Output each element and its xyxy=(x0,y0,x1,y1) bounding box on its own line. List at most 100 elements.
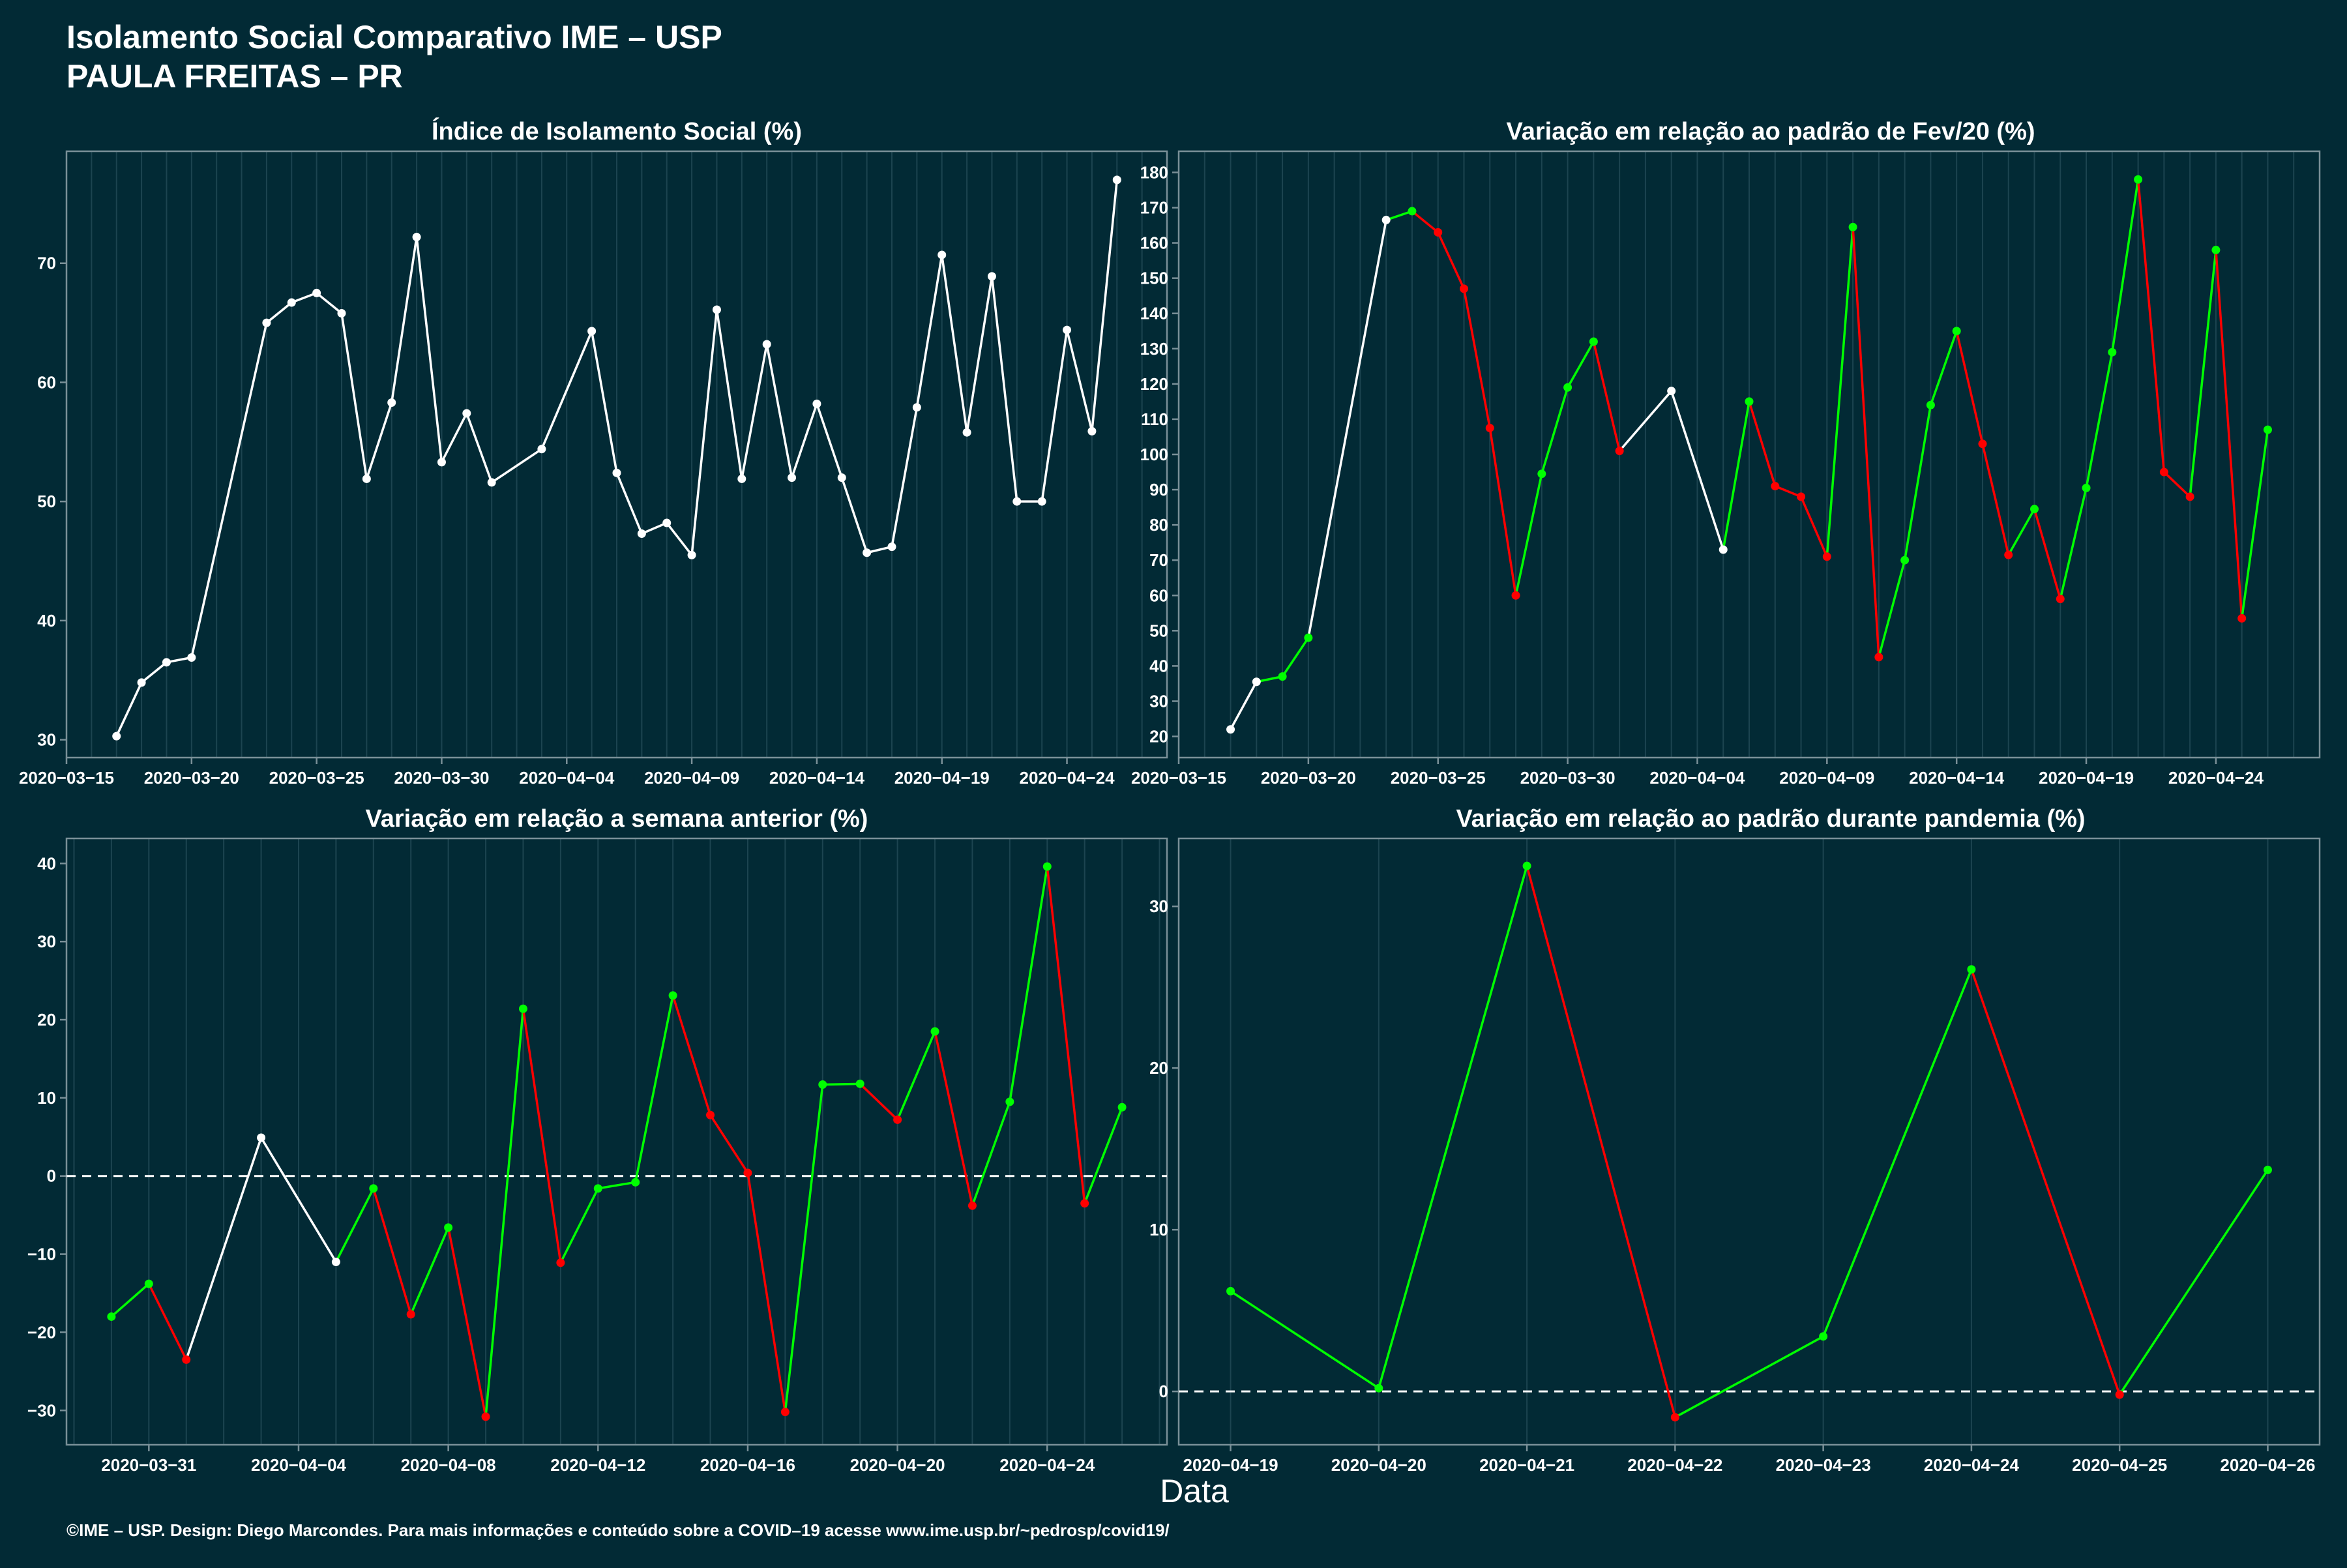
series-line-segment xyxy=(1462,288,1492,430)
series-line-segment xyxy=(440,412,468,464)
y-tick-label: 130 xyxy=(1140,339,1168,359)
y-tick-label: −20 xyxy=(27,1322,56,1342)
data-point xyxy=(387,398,396,407)
y-tick-label: 10 xyxy=(1149,1220,1168,1239)
data-point xyxy=(1926,400,1935,409)
series-line-segment xyxy=(715,308,743,481)
data-point xyxy=(687,550,696,559)
x-tick-label: 2020−04−19 xyxy=(2039,768,2134,788)
series-line-segment xyxy=(865,545,893,554)
series-line-segment xyxy=(1229,1290,1380,1389)
data-point xyxy=(1771,482,1780,491)
series-line-segment xyxy=(840,476,868,554)
series-line-segment xyxy=(966,275,994,434)
series-line-segment xyxy=(365,401,393,481)
series-line-segment xyxy=(2059,486,2088,600)
series-line-segment xyxy=(490,448,543,484)
x-tick-label: 2020−04−19 xyxy=(1183,1455,1278,1475)
data-point xyxy=(537,445,546,454)
x-tick-label: 2020−04−04 xyxy=(251,1455,347,1475)
data-point xyxy=(444,1223,453,1232)
data-point xyxy=(1874,653,1883,662)
series-line-segment xyxy=(1674,1335,1825,1419)
data-point xyxy=(893,1115,902,1124)
series-line-segment xyxy=(1488,426,1517,597)
data-point xyxy=(1117,1102,1127,1112)
data-point xyxy=(2004,550,2013,559)
y-tick-label: 20 xyxy=(37,1010,56,1029)
series-line-segment xyxy=(140,661,168,684)
plot-variation-feb20: 20 30 40 50 60 70 80 90 100 110 120 130 140 150 160 170… xyxy=(1131,150,2321,788)
data-point xyxy=(937,250,947,259)
data-point xyxy=(668,991,677,1000)
y-tick-label: 60 xyxy=(37,372,56,392)
series-line-segment xyxy=(147,1282,188,1361)
series-line-segment xyxy=(165,656,193,664)
data-point xyxy=(1252,677,1261,687)
series-line-segment xyxy=(372,1187,412,1316)
series-line-segment xyxy=(1748,400,1777,488)
y-tick-label: 70 xyxy=(1149,550,1168,570)
series-line-segment xyxy=(1526,865,1677,1419)
data-point xyxy=(912,403,921,412)
panel-title-isolation-index: Índice de Isolamento Social (%) xyxy=(432,117,802,145)
data-point xyxy=(1037,497,1046,506)
series-line-segment xyxy=(1436,231,1466,290)
data-point xyxy=(362,474,371,483)
panel-variation-feb20: Variação em relação ao padrão de Fev/20 … xyxy=(1131,118,2321,788)
footer-credit: ©IME – USP. Design: Diego Marcondes. Par… xyxy=(66,1520,1170,1540)
data-point xyxy=(662,518,672,527)
series-line-segment xyxy=(1091,179,1119,433)
series-line-segment xyxy=(1041,329,1069,503)
data-point xyxy=(437,458,446,467)
data-point xyxy=(1278,672,1287,681)
series-line-segment xyxy=(1229,681,1258,731)
data-point xyxy=(637,529,646,539)
data-point xyxy=(2185,492,2194,501)
series-line-segment xyxy=(640,522,668,535)
plot-isolation-index: 30 40 50 60 70 2020−03−15 2020−03−20 2020−03−25… xyxy=(19,150,1168,788)
data-point xyxy=(1719,545,1728,554)
data-point xyxy=(1952,327,1961,336)
x-tick-label: 2020−04−12 xyxy=(550,1455,645,1475)
page-subtitle: PAULA FREITAS – PR xyxy=(66,58,403,95)
y-tick-label: 90 xyxy=(1149,480,1168,499)
data-point xyxy=(487,478,496,487)
data-point xyxy=(1434,228,1443,237)
x-tick-label: 2020−04−04 xyxy=(1649,768,1745,788)
x-tick-label: 2020−04−20 xyxy=(1331,1455,1426,1475)
x-tick-label: 2020−04−24 xyxy=(1020,768,1115,788)
series-line-segment xyxy=(265,301,293,324)
series-line-segment xyxy=(1046,865,1086,1205)
data-point xyxy=(1615,447,1624,456)
x-axis-label-date: Data xyxy=(1160,1473,1229,1509)
data-point xyxy=(1408,207,1417,216)
series-line-segment xyxy=(259,1136,338,1264)
series-line-segment xyxy=(484,1007,525,1418)
series-line-segment xyxy=(1799,496,1829,558)
data-point xyxy=(863,548,872,557)
data-point xyxy=(112,732,121,741)
x-tick-label: 2020−04−09 xyxy=(644,768,739,788)
series-line-segment xyxy=(590,330,618,475)
series-line-segment xyxy=(665,522,693,557)
y-tick-label: 40 xyxy=(1149,656,1168,675)
data-point xyxy=(1537,469,1546,479)
data-point xyxy=(1485,423,1494,432)
y-tick-label: 70 xyxy=(37,254,56,273)
series-line-segment xyxy=(2136,178,2166,473)
data-point xyxy=(788,473,797,482)
series-line-segment xyxy=(1281,636,1310,678)
series-line-segment xyxy=(741,343,768,481)
data-point xyxy=(337,308,346,318)
data-point xyxy=(930,1027,939,1036)
x-tick-label: 2020−03−15 xyxy=(1131,768,1226,788)
data-point xyxy=(144,1279,153,1288)
data-point xyxy=(780,1408,790,1417)
series-line-segment xyxy=(2007,508,2036,556)
data-point xyxy=(556,1258,565,1267)
data-point xyxy=(743,1168,752,1177)
data-point xyxy=(612,468,621,477)
data-point xyxy=(967,1201,977,1210)
